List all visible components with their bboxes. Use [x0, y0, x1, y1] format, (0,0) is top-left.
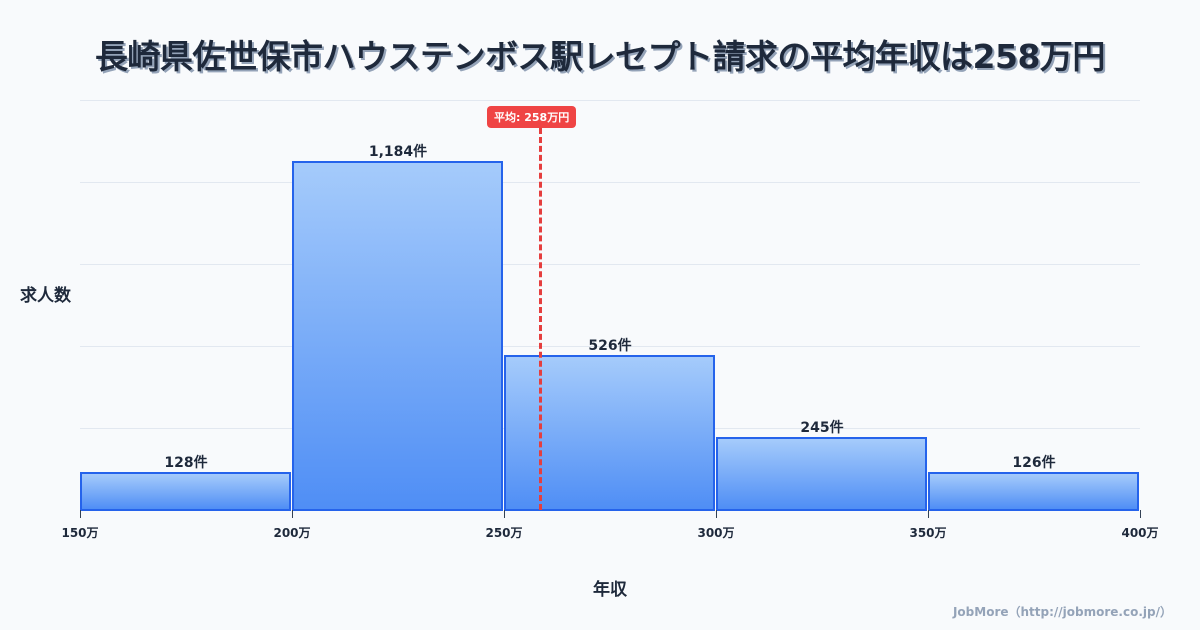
source-credit: JobMore（http://jobmore.co.jp/）	[952, 605, 1172, 619]
x-tick-label: 350万	[909, 526, 947, 540]
bar-value-label: 526件	[588, 338, 632, 354]
histogram-bar-150-200[interactable]	[80, 472, 291, 511]
mean-badge: 平均: 258万円	[487, 106, 577, 128]
gridline	[80, 264, 1140, 265]
mean-line	[539, 128, 542, 510]
histogram-bar-200-250[interactable]	[292, 161, 503, 511]
gridline	[80, 100, 1140, 101]
histogram-bar-300-350[interactable]	[716, 437, 927, 511]
x-tick-label: 250万	[485, 526, 523, 540]
bar-value-label: 245件	[800, 420, 844, 436]
bar-value-label: 126件	[1012, 455, 1056, 471]
x-tick	[80, 510, 81, 518]
bar-value-label: 1,184件	[368, 144, 428, 160]
bar-value-label: 128件	[164, 455, 208, 471]
x-tick	[928, 510, 929, 518]
x-tick-label: 300万	[697, 526, 735, 540]
x-tick-label: 200万	[273, 526, 311, 540]
gridline	[80, 346, 1140, 347]
chart-title: 長崎県佐世保市ハウステンボス駅レセプト請求の平均年収は258万円	[95, 37, 1105, 76]
x-tick	[292, 510, 293, 518]
histogram-bar-250-300[interactable]	[504, 355, 715, 511]
gridline	[80, 182, 1140, 183]
x-axis-label: 年収	[593, 580, 627, 600]
x-tick-label: 150万	[61, 526, 99, 540]
x-tick-label: 400万	[1121, 526, 1159, 540]
x-tick	[504, 510, 505, 518]
x-tick	[1140, 510, 1141, 518]
y-axis-label: 求人数	[20, 286, 71, 306]
histogram-bar-350-400[interactable]	[928, 472, 1139, 511]
x-tick	[716, 510, 717, 518]
